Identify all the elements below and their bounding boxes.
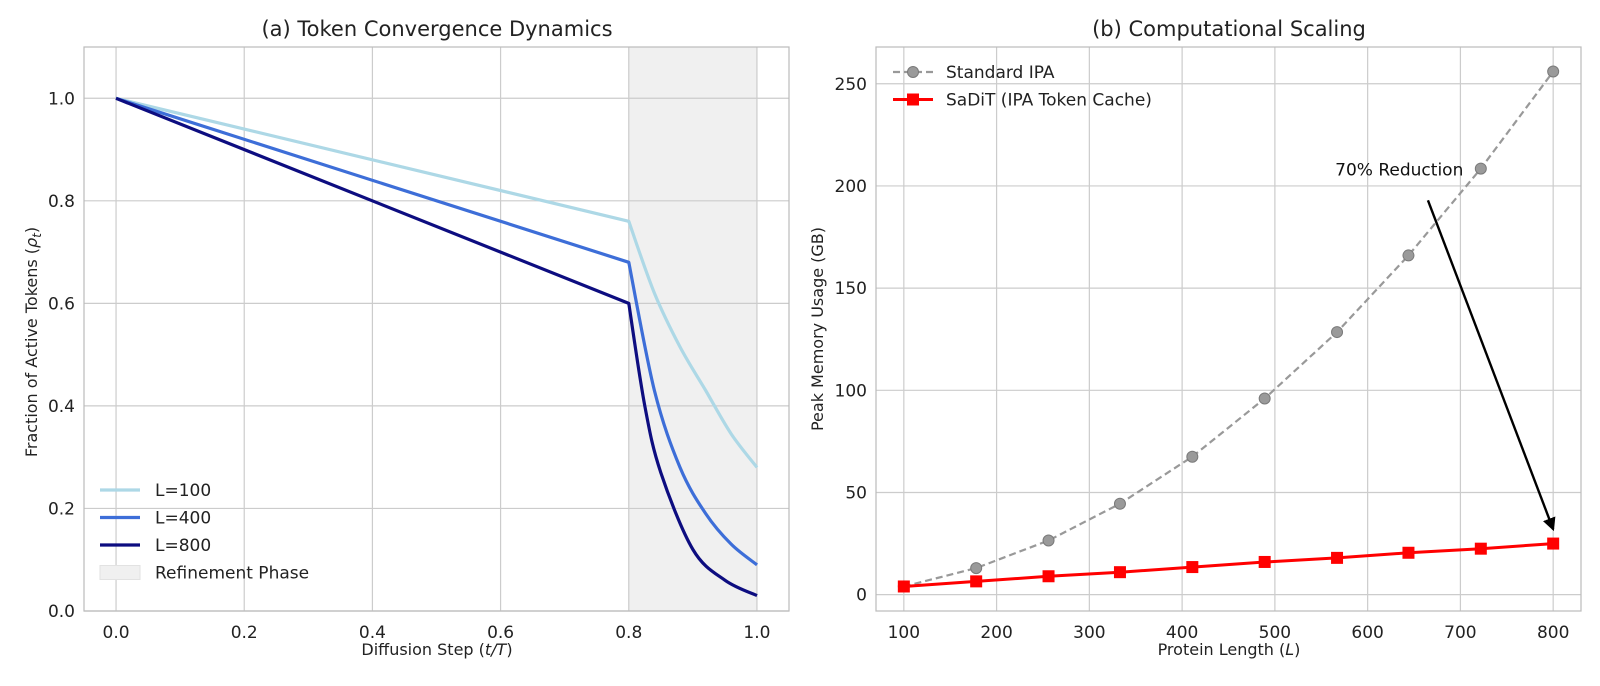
b-y-tick-label: 0: [856, 586, 867, 606]
b-marker-standard-ipa: [1186, 450, 1199, 463]
b-series-line-sadit-ipa-token-cache-: [903, 542, 1554, 588]
b-marker-standard-ipa: [1402, 249, 1415, 262]
b-series-line-standard-ipa: [903, 70, 1555, 588]
a-legend: L=100 L=400 L=800 Refinement Phase: [99, 481, 309, 584]
b-x-tick-label: 300: [1073, 623, 1105, 643]
b-annotation: 70% Reduction: [1335, 161, 1556, 532]
a-x-tick-label: 0.0: [103, 623, 130, 643]
b-series-markers: [897, 65, 1560, 593]
a-x-tick-label: 0.4: [359, 623, 386, 643]
b-x-tick-label: 100: [888, 623, 920, 643]
a-shaded-region: [628, 47, 757, 611]
a-series-line-l-100: [115, 96, 759, 469]
a-legend-label: L=800: [155, 536, 211, 556]
b-x-tick-label: 200: [980, 623, 1012, 643]
b-marker-sadit: [1042, 570, 1055, 583]
a-y-tick-label: 0.6: [48, 294, 75, 314]
panel-b-computational-scaling: (b) Computational Scaling 100 200 300 400 50…: [808, 17, 1582, 659]
b-marker-sadit: [1547, 537, 1560, 550]
a-legend-label: Refinement Phase: [155, 564, 309, 584]
b-legend-label: Standard IPA: [946, 63, 1055, 83]
b-y-tick-label: 200: [835, 177, 867, 197]
b-plot-frame: [875, 46, 1582, 612]
b-marker-sadit: [1258, 555, 1271, 568]
b-marker-standard-ipa: [1474, 162, 1487, 175]
a-y-tick-label: 0.2: [48, 499, 75, 519]
a-legend-label: L=100: [155, 481, 211, 501]
b-legend-label: SaDiT (IPA Token Cache): [946, 91, 1152, 111]
b-x-axis-label: Protein Length (L): [1158, 640, 1301, 659]
b-marker-standard-ipa: [1042, 534, 1055, 547]
b-marker-sadit: [1402, 546, 1415, 559]
b-marker-standard-ipa: [1258, 392, 1271, 405]
a-series-line-l-800: [115, 96, 758, 598]
a-x-tick-labels: 0.0 0.2 0.4 0.6 0.8 1.0: [103, 623, 771, 643]
a-series-line-l-400: [115, 96, 759, 567]
a-y-tick-label: 0.0: [48, 602, 75, 622]
b-y-tick-label: 50: [845, 483, 867, 503]
a-legend-label: L=400: [155, 509, 211, 529]
b-series-lines: [903, 70, 1555, 588]
b-marker-sadit: [1186, 561, 1199, 574]
panel-a-title: (a) Token Convergence Dynamics: [261, 17, 612, 41]
b-marker-standard-ipa: [1331, 326, 1344, 339]
b-legend: Standard IPA SaDiT (IPA Token Cache): [893, 63, 1152, 111]
b-x-tick-label: 500: [1259, 623, 1291, 643]
a-legend-patch: [99, 565, 141, 580]
b-marker-sadit: [1474, 542, 1487, 555]
a-x-tick-label: 0.6: [487, 623, 514, 643]
a-x-tick-label: 1.0: [743, 623, 770, 643]
a-y-tick-label: 0.4: [48, 397, 75, 417]
a-y-axis-label: Fraction of Active Tokens (ρt): [22, 227, 44, 457]
b-legend-marker: [907, 66, 919, 78]
b-y-tick-labels: 0 50 100 150 200 250: [835, 75, 867, 606]
b-y-tick-label: 250: [835, 75, 867, 95]
b-x-tick-label: 400: [1166, 623, 1198, 643]
a-x-axis-label: Diffusion Step (t/T): [361, 640, 512, 659]
a-series-lines: [115, 96, 759, 598]
a-y-tick-labels: 0.0 0.2 0.4 0.6 0.8 1.0: [48, 89, 75, 622]
b-y-axis-label: Peak Memory Usage (GB): [808, 227, 827, 431]
a-y-tick-label: 0.8: [48, 192, 75, 212]
b-x-tick-labels: 100 200 300 400 500 600 700 800: [888, 623, 1570, 643]
b-y-tick-label: 150: [835, 279, 867, 299]
b-x-tick-label: 800: [1537, 623, 1569, 643]
b-legend-marker: [907, 93, 919, 106]
a-x-tick-label: 0.8: [615, 623, 642, 643]
panel-b-title: (b) Computational Scaling: [1092, 17, 1366, 41]
b-marker-sadit: [1331, 551, 1344, 564]
a-y-tick-label: 1.0: [48, 89, 75, 109]
b-y-tick-label: 100: [835, 381, 867, 401]
panel-a-token-convergence: (a) Token Convergence Dynamics 0.0 0.2 0.4…: [22, 17, 790, 659]
b-marker-sadit: [897, 580, 910, 593]
b-x-tick-label: 600: [1351, 623, 1383, 643]
b-annotation-text: 70% Reduction: [1335, 161, 1463, 181]
b-grid: [876, 47, 1581, 611]
b-annotation-arrow: [1426, 199, 1556, 532]
b-marker-standard-ipa: [1547, 65, 1560, 78]
a-refinement-shade: [628, 47, 757, 611]
b-marker-standard-ipa: [970, 562, 983, 575]
b-marker-sadit: [970, 575, 983, 588]
b-marker-sadit: [1113, 566, 1126, 579]
b-marker-standard-ipa: [1113, 497, 1126, 510]
b-x-tick-label: 700: [1444, 623, 1476, 643]
a-plot-frame: [83, 46, 790, 612]
a-x-tick-label: 0.2: [231, 623, 258, 643]
